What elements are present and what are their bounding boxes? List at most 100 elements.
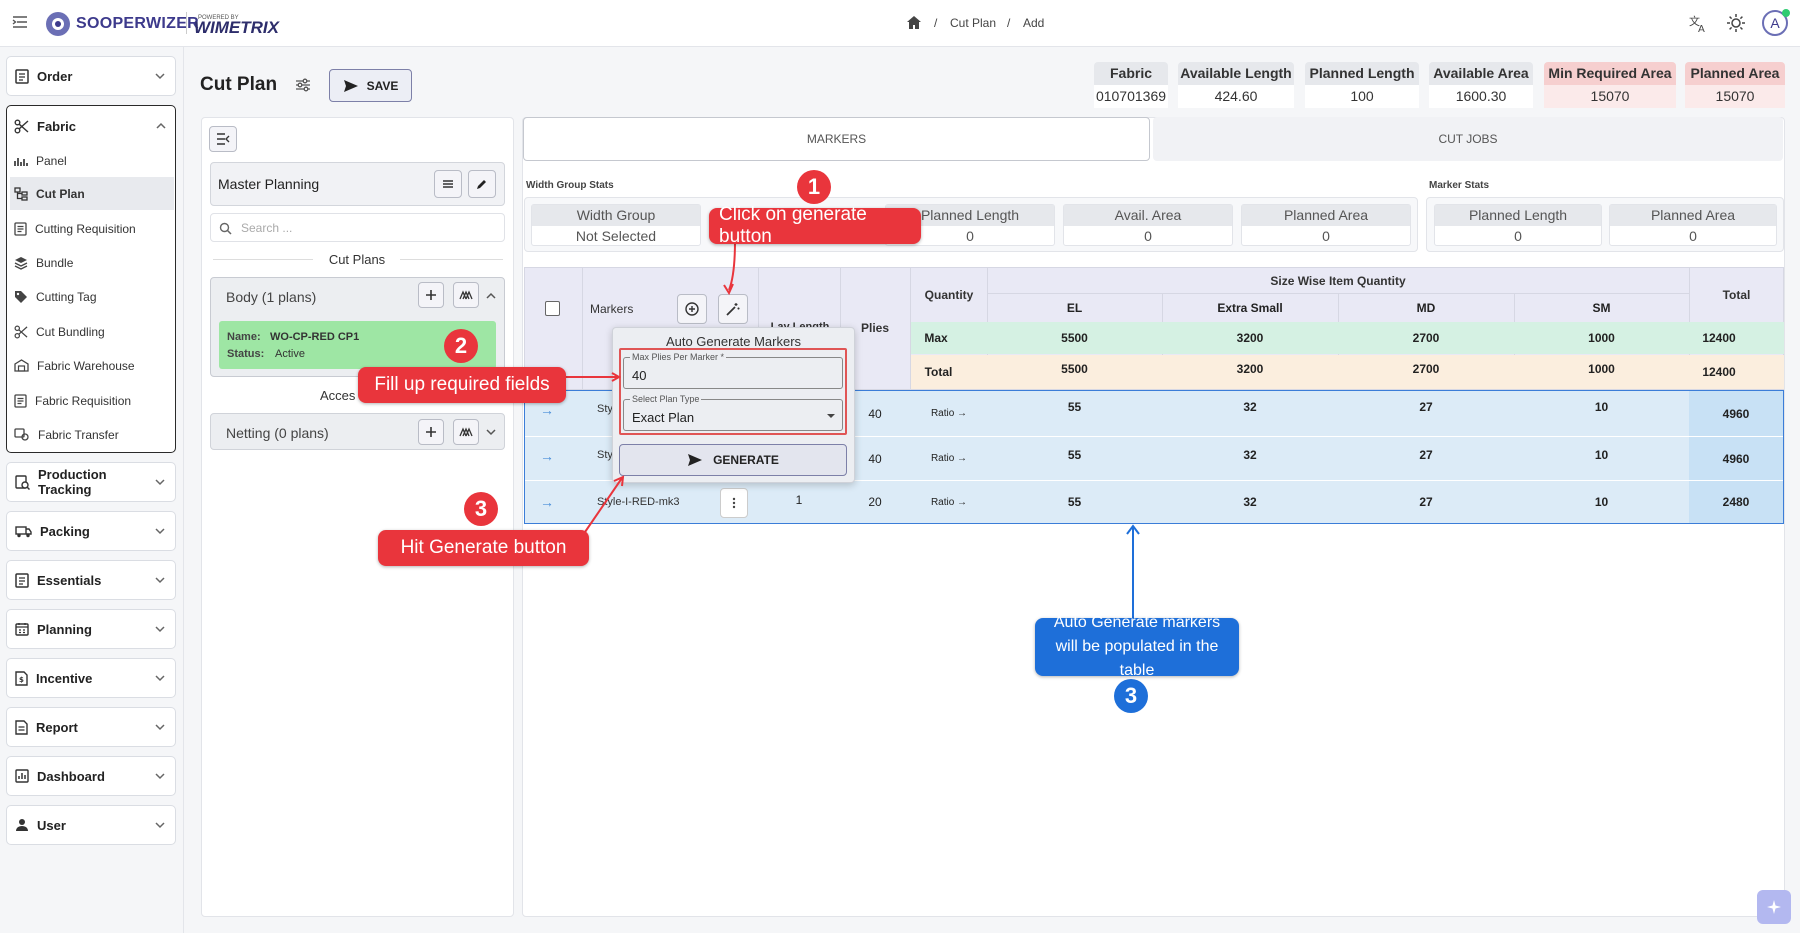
nav-cutting-requisition[interactable]: Cutting Requisition	[10, 212, 174, 245]
nav-cut-bundling[interactable]: Cut Bundling	[10, 315, 174, 348]
magic-wand-icon	[726, 303, 740, 316]
nav-bundle[interactable]: Bundle	[10, 246, 174, 279]
marker-stat-planned-area: Planned Area 0	[1609, 204, 1777, 246]
size-wise-header: Size Wise Item Quantity	[1270, 274, 1406, 288]
expand-row-arrow[interactable]: →	[540, 494, 554, 510]
warehouse-icon	[14, 359, 29, 372]
add-body-plan-button[interactable]	[418, 282, 444, 308]
nav-fabric-requisition[interactable]: Fabric Requisition	[10, 384, 174, 417]
chevron-up-icon[interactable]	[484, 289, 498, 303]
chevron-down-icon	[155, 577, 165, 584]
nav-fabric-transfer[interactable]: Fabric Transfer	[10, 418, 174, 451]
breadcrumb-cut-plan[interactable]: Cut Plan	[950, 16, 997, 30]
scissors-icon	[14, 325, 28, 338]
markers-column-header: Markers	[590, 302, 634, 316]
nav-packing[interactable]: Packing	[6, 511, 176, 551]
row-extra-small: 32	[1243, 448, 1257, 462]
body-plan-layers-button[interactable]	[453, 282, 479, 308]
nav-fabric[interactable]: Fabric	[6, 106, 176, 146]
essentials-icon	[15, 572, 29, 588]
stat-min-required-area: Min Required Area 15070	[1544, 62, 1676, 108]
tab-markers[interactable]: MARKERS	[523, 117, 1150, 161]
scissors-icon	[14, 119, 29, 133]
marker-plies: 40	[868, 406, 882, 421]
cut-plans-title: Cut Plans	[328, 252, 386, 267]
tag-icon	[15, 290, 27, 303]
plan-name: WO-CP-RED CP1	[270, 331, 360, 343]
svg-text:$: $	[19, 676, 24, 684]
nav-cut-plan[interactable]: Cut Plan	[10, 177, 174, 210]
add-netting-plan-button[interactable]	[418, 419, 444, 445]
requisition-icon	[14, 221, 27, 236]
auto-generate-markers-button[interactable]	[718, 294, 748, 324]
nav-panel[interactable]: Panel	[10, 144, 174, 177]
plan-status-label: Status:	[227, 348, 265, 360]
top-bar: SOOPERWIZER POWERED BY WIMETRIX / Cut Pl…	[0, 0, 1800, 47]
quantity-column-header: Quantity	[924, 288, 974, 302]
add-marker-button[interactable]	[677, 294, 707, 324]
row-options-button[interactable]	[720, 488, 748, 518]
step-3-callout: Hit Generate button	[378, 530, 589, 566]
netting-plan-layers-button[interactable]	[453, 419, 479, 445]
layers-stack-icon	[459, 427, 473, 437]
nav-order[interactable]: Order	[6, 56, 176, 96]
ratio-link[interactable]: Ratio →	[930, 453, 968, 464]
tab-cut-jobs[interactable]: CUT JOBS	[1153, 117, 1783, 161]
calendar-icon	[15, 623, 29, 636]
step-2-callout: Fill up required fields	[358, 367, 566, 403]
assistant-button[interactable]	[1757, 890, 1791, 924]
nav-fabric-warehouse[interactable]: Fabric Warehouse	[10, 349, 174, 382]
select-all-checkbox[interactable]	[545, 301, 560, 316]
row-el: 55	[1067, 448, 1082, 462]
filter-settings-icon[interactable]	[295, 77, 311, 93]
send-icon	[688, 454, 703, 466]
nav-planning[interactable]: Planning	[6, 609, 176, 649]
nav-cutting-tag[interactable]: Cutting Tag	[10, 280, 174, 313]
ratio-link[interactable]: Ratio →	[930, 408, 968, 419]
avatar[interactable]: A	[1762, 10, 1788, 36]
divider	[582, 267, 583, 390]
ratio-link[interactable]: Ratio →	[930, 496, 968, 508]
nav-user[interactable]: User	[6, 805, 176, 845]
max-plies-input[interactable]: Max Plies Per Marker * 40	[623, 352, 843, 389]
collapse-panel-button[interactable]	[209, 126, 237, 152]
generate-button[interactable]: GENERATE	[619, 444, 847, 476]
plus-icon	[426, 290, 436, 300]
search-input[interactable]: Search ...	[210, 213, 505, 242]
expand-row-arrow[interactable]: →	[540, 448, 554, 464]
list-icon	[443, 180, 453, 188]
master-planning-edit-button[interactable]	[468, 170, 496, 198]
max-summary-row	[911, 322, 1784, 354]
chevron-up-icon	[156, 122, 166, 129]
nav-production-tracking[interactable]: Production Tracking	[6, 462, 176, 502]
nav-incentive[interactable]: $ Incentive	[6, 658, 176, 698]
max-total: 12400	[1702, 331, 1736, 345]
stat-available-length: Available Length 424.60	[1178, 62, 1294, 108]
theme-sun-icon[interactable]	[1726, 13, 1746, 33]
pencil-icon	[477, 180, 486, 189]
save-button[interactable]: SAVE	[329, 69, 412, 102]
layers-icon	[14, 256, 28, 270]
stat-planned-length: Planned Length 100	[1305, 62, 1419, 108]
step-1-badge: 1	[797, 170, 831, 204]
chevron-down-icon	[155, 773, 165, 780]
menu-toggle-icon[interactable]	[12, 15, 28, 29]
stat-fabric: Fabric 010701369	[1094, 62, 1168, 108]
popup-title: Auto Generate Markers	[665, 334, 802, 349]
report-icon	[15, 719, 28, 735]
plan-type-select[interactable]: Select Plan Type Exact Plan	[623, 394, 843, 431]
nav-report[interactable]: Report	[6, 707, 176, 747]
master-planning-label: Master Planning	[218, 176, 320, 192]
expand-row-arrow[interactable]: →	[540, 402, 554, 418]
page-title: Cut Plan	[200, 74, 278, 95]
nav-essentials[interactable]: Essentials	[6, 560, 176, 600]
home-icon[interactable]	[906, 15, 922, 30]
row-sm: 10	[1594, 448, 1609, 462]
max-el: 5500	[1061, 331, 1088, 345]
master-planning-list-button[interactable]	[434, 170, 462, 198]
nav-dashboard[interactable]: Dashboard	[6, 756, 176, 796]
chevron-down-icon[interactable]	[484, 425, 498, 439]
marker-name: Sty	[597, 403, 613, 415]
